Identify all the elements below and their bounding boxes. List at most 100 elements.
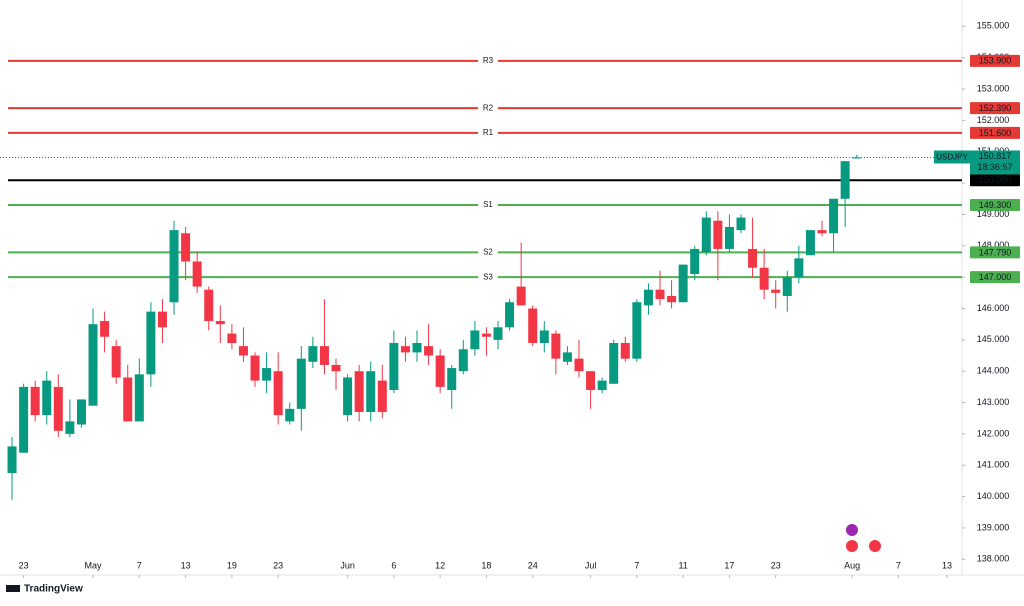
candle-body: [724, 226, 734, 249]
y-tick-label: 138.000: [977, 554, 1010, 564]
y-tick-label: 152.000: [977, 115, 1010, 125]
symbol-label: USDJPY: [936, 153, 968, 162]
candle-body: [204, 289, 214, 322]
level-price-label: 147.790: [979, 247, 1012, 257]
candle-body: [377, 380, 387, 412]
candle-body: [296, 358, 306, 409]
pivot-level: S3 147.000: [8, 271, 1020, 284]
x-tick-label: 7: [137, 560, 142, 570]
candle-body: [215, 321, 225, 325]
candle-body: [678, 264, 688, 303]
level-name-bg: [478, 127, 498, 138]
candle-body: [227, 333, 237, 343]
y-tick-label: 146.000: [977, 303, 1010, 313]
y-tick-label: 141.000: [977, 460, 1010, 470]
level-price-box: [970, 246, 1020, 259]
x-tick-label: 12: [435, 560, 445, 570]
candle-body: [30, 386, 40, 416]
candle-body: [829, 198, 839, 234]
x-tick-label: Jul: [585, 560, 597, 570]
level-name-bg: [478, 247, 498, 258]
candle-body: [319, 346, 329, 365]
x-tick-label: 23: [19, 560, 29, 570]
candle-body: [643, 289, 653, 306]
candle-body: [134, 374, 144, 422]
candle-body: [88, 324, 98, 406]
candle-body: [53, 386, 63, 431]
y-tick-label: 140.000: [977, 491, 1010, 501]
candle-body: [389, 342, 399, 391]
x-tick-label: Jun: [340, 560, 355, 570]
x-tick-label: 18: [481, 560, 491, 570]
level-name-bg: [478, 103, 498, 114]
y-tick-label: 153.000: [977, 83, 1010, 93]
candle-body: [840, 161, 850, 199]
candle-body: [690, 248, 700, 275]
x-tick-label: 13: [942, 560, 952, 570]
candle-body: [620, 342, 630, 359]
candle-body: [285, 408, 295, 422]
symbol-box: [934, 150, 970, 164]
level-price-box: [970, 199, 1020, 212]
level-name-bg: [478, 55, 498, 66]
x-tick-label: 7: [634, 560, 639, 570]
candle-body: [76, 399, 86, 425]
candle-body: [100, 321, 110, 337]
candle-body: [366, 371, 376, 412]
candle-body: [759, 267, 769, 290]
candle-body: [667, 295, 677, 303]
candle-body: [19, 386, 29, 453]
candle-body: [343, 377, 353, 416]
candle-body: [794, 258, 804, 278]
candle-body: [65, 421, 75, 434]
level-name-bg: [478, 200, 498, 211]
candle-body: [238, 346, 248, 356]
x-tick-label: 24: [528, 560, 538, 570]
x-tick-label: 7: [896, 560, 901, 570]
pivot-level: R3 153.900: [8, 54, 1020, 67]
level-name: S1: [483, 200, 493, 209]
candle-body: [562, 352, 572, 362]
candle-body: [331, 364, 341, 372]
candle-body: [736, 217, 746, 231]
pivot-level: S1 149.300: [8, 199, 1020, 212]
candle-body: [424, 346, 434, 356]
x-tick-label: 6: [391, 560, 396, 570]
candle-body: [701, 217, 711, 253]
y-tick-label: 139.000: [977, 522, 1010, 532]
candle-body: [273, 371, 283, 416]
candle-body: [435, 355, 445, 387]
level-price-label: 151.600: [979, 128, 1012, 138]
y-tick-label: 142.000: [977, 428, 1010, 438]
candle-body: [748, 248, 758, 268]
last-price-box: [970, 150, 1020, 175]
y-tick-label: 143.000: [977, 397, 1010, 407]
candle-body: [551, 333, 561, 359]
candle-body: [111, 346, 121, 378]
pivot-level: S2 147.790: [8, 246, 1020, 259]
level-price-box: [970, 126, 1020, 139]
candle-body: [805, 230, 815, 256]
level-price-box: [970, 54, 1020, 67]
candle-body: [655, 289, 665, 300]
x-tick-label: 11: [678, 560, 687, 570]
pivot-level: R1 151.600: [8, 126, 1020, 139]
candle-body: [493, 327, 503, 340]
candle-body: [458, 349, 468, 372]
candle-body: [146, 311, 156, 375]
candle-body: [632, 302, 642, 359]
candle-body: [354, 371, 364, 412]
level-name-bg: [478, 272, 498, 283]
candle-body: [400, 346, 410, 353]
x-tick-label: 17: [724, 560, 734, 570]
candle-body: [574, 358, 584, 372]
candle-body: [262, 368, 272, 381]
level-name: S2: [483, 247, 493, 256]
candle-body: [7, 446, 17, 474]
level-price-label: 149.300: [979, 200, 1012, 210]
level-price-label: 150.090: [979, 175, 1012, 185]
x-tick-label: 19: [227, 560, 237, 570]
x-tick-label: 23: [273, 560, 283, 570]
candle-body: [42, 380, 52, 416]
